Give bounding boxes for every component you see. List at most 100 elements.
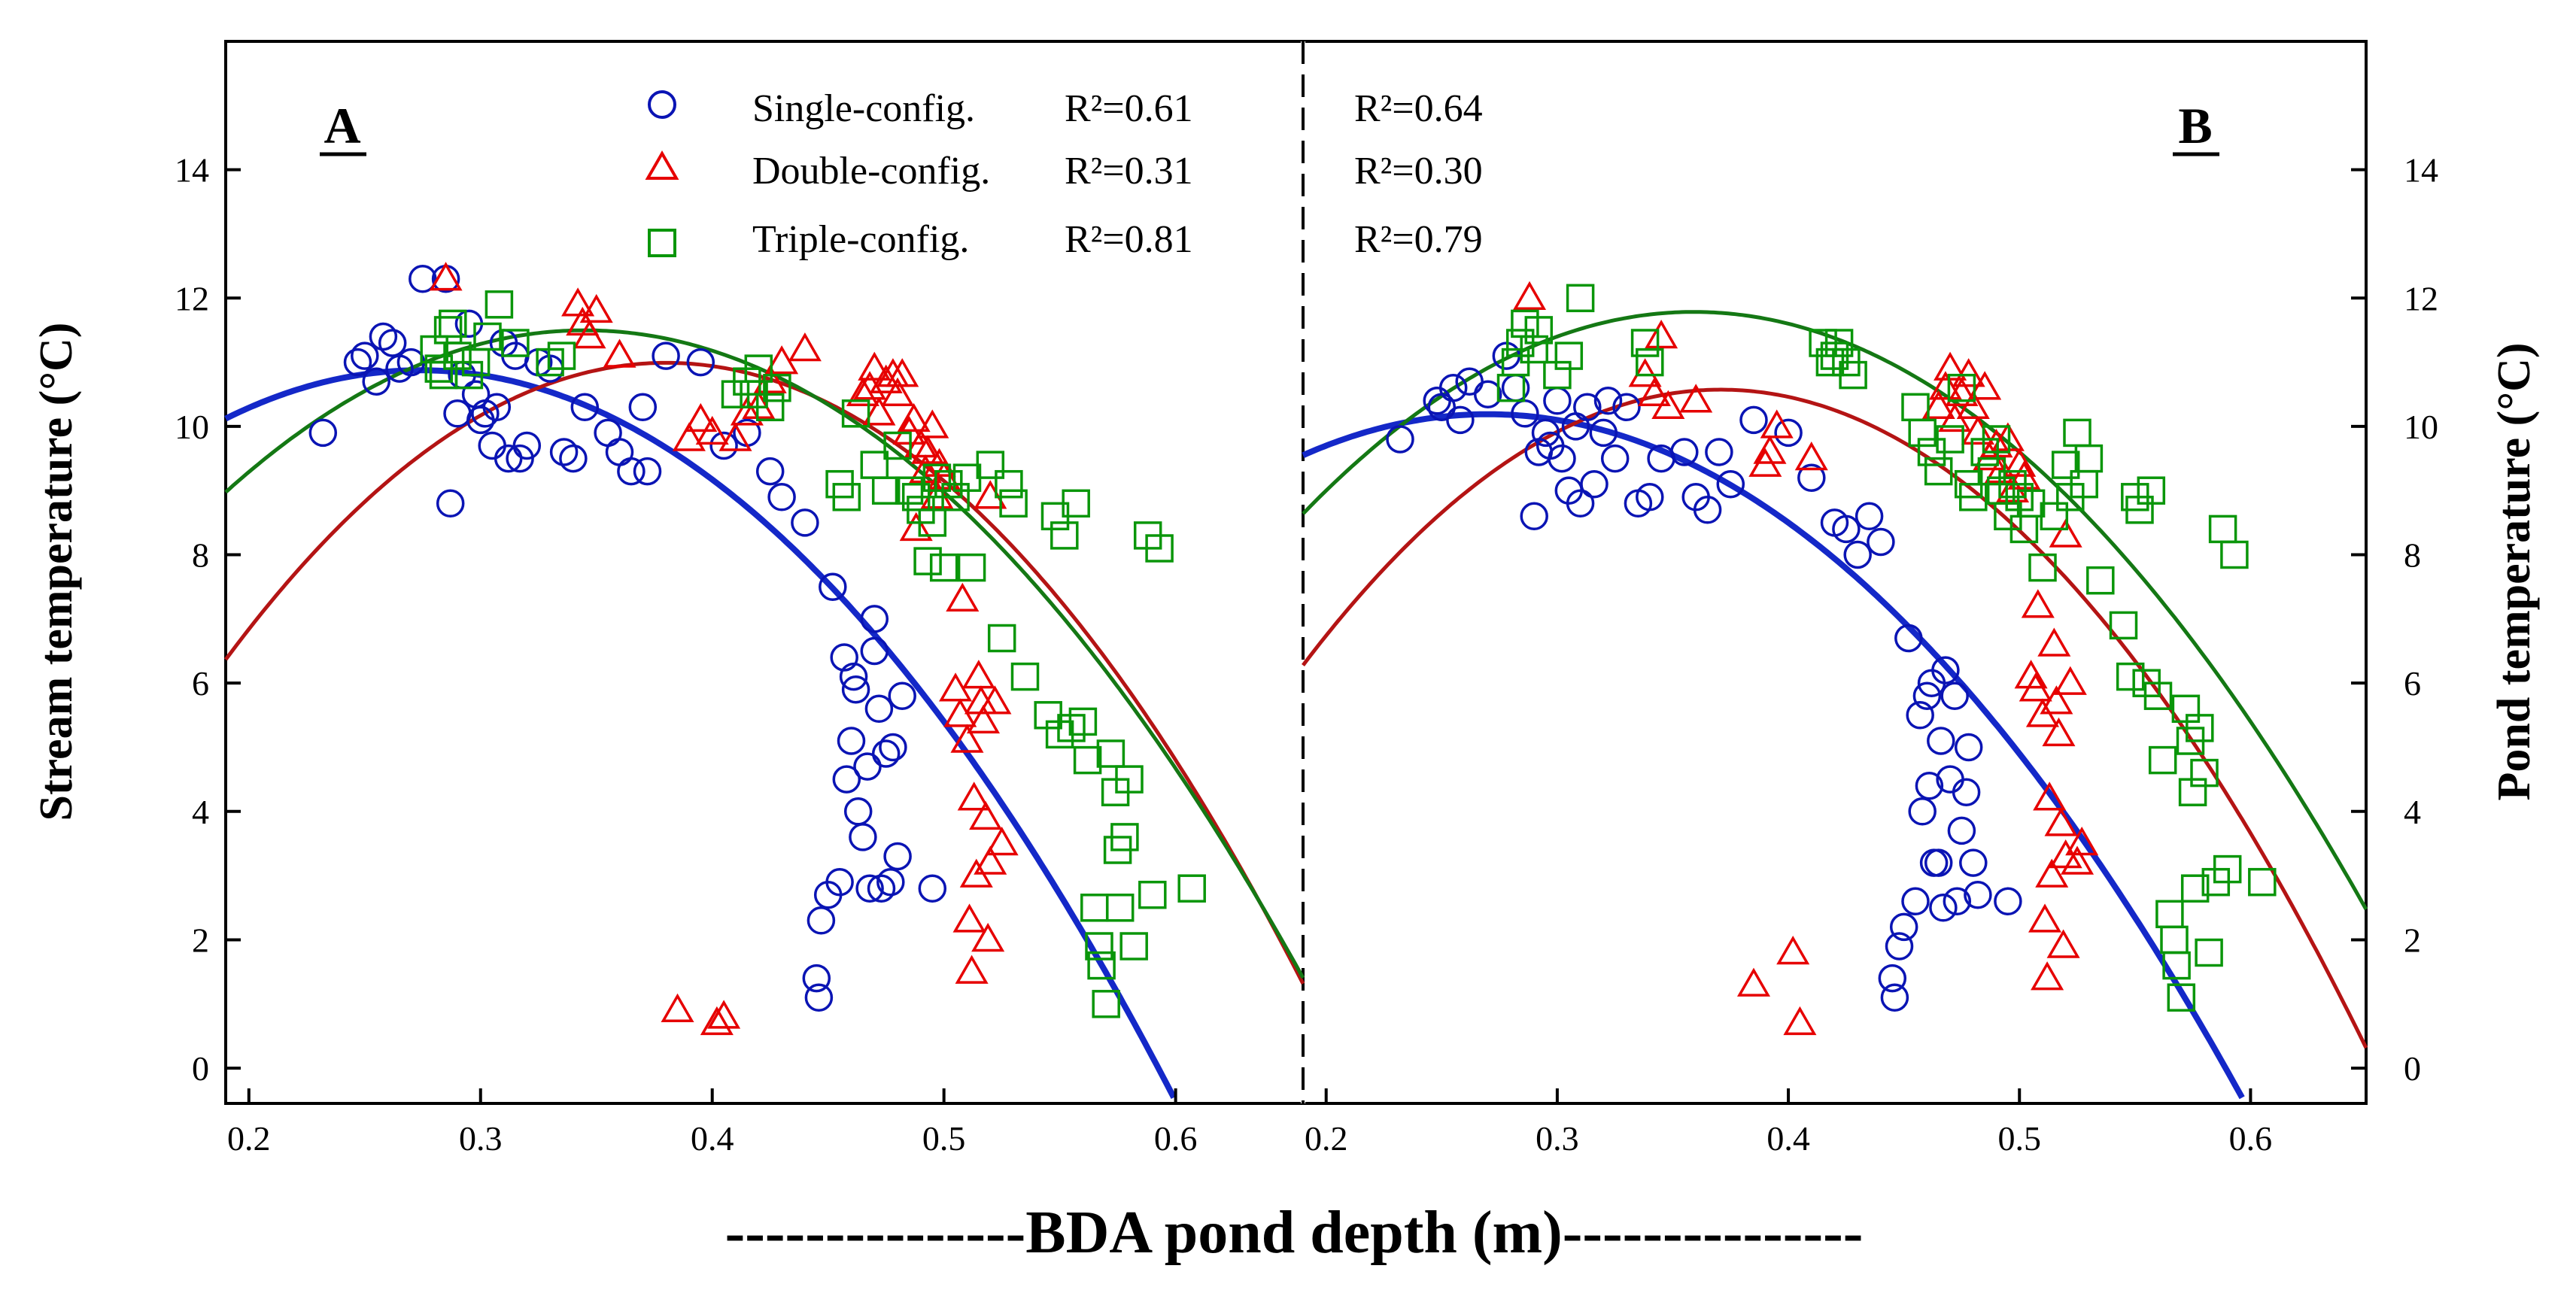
data-point-single xyxy=(570,393,600,422)
data-point-double xyxy=(1961,415,1994,445)
data-point-triple xyxy=(1068,707,1098,736)
data-point-single xyxy=(841,675,870,704)
data-point-double xyxy=(1651,390,1685,420)
data-point-triple xyxy=(976,451,1005,479)
x-tick-label-b: 0.6 xyxy=(2229,1119,2273,1158)
data-point-single xyxy=(767,483,796,511)
data-point-single xyxy=(1947,816,1976,845)
data-point-single xyxy=(1438,373,1468,402)
data-point-double xyxy=(1679,384,1713,413)
data-point-single xyxy=(369,322,398,351)
data-point-triple xyxy=(1947,373,1976,402)
data-point-single xyxy=(837,727,866,755)
data-point-single xyxy=(549,438,579,466)
data-point-double xyxy=(579,293,613,323)
data-point-double xyxy=(978,685,1012,715)
data-point-single xyxy=(1593,387,1623,415)
data-point-triple xyxy=(2109,611,2138,640)
data-point-triple xyxy=(1145,534,1174,563)
data-point-triple xyxy=(1520,335,1548,364)
data-point-double xyxy=(911,435,945,464)
legend-marker-double xyxy=(645,150,679,180)
data-point-single xyxy=(839,662,868,691)
data-point-double xyxy=(661,993,694,1023)
data-point-double xyxy=(2021,589,2055,618)
data-point-triple xyxy=(999,489,1028,518)
y-tick-label-b: 2 xyxy=(2404,921,2421,959)
data-point-triple xyxy=(995,469,1023,499)
data-point-single xyxy=(1929,894,1958,922)
data-point-triple xyxy=(1062,489,1090,518)
y-tick-label-a: 12 xyxy=(175,279,209,317)
data-point-single xyxy=(1927,727,1955,755)
data-point-single xyxy=(867,874,896,903)
data-point-single xyxy=(1855,502,1884,531)
data-point-double xyxy=(1783,1006,1817,1036)
data-point-single xyxy=(1739,405,1768,435)
y-tick-label-a: 2 xyxy=(192,921,209,959)
data-point-double xyxy=(1736,967,1771,997)
data-point-single xyxy=(853,752,882,781)
panel-b-axes: 0.2 0.3 0.4 0.5 0.6 0 2 4 6 8 10 12 14 xyxy=(1305,151,2438,1158)
data-point-single xyxy=(1931,656,1960,684)
data-point-single xyxy=(1716,469,1745,499)
data-point-triple xyxy=(485,290,514,319)
y-tick-label-b: 12 xyxy=(2404,279,2438,317)
data-point-triple xyxy=(2028,553,2057,582)
data-point-double xyxy=(573,319,606,349)
data-point-double xyxy=(2040,685,2073,715)
data-point-single xyxy=(559,444,588,473)
data-point-double xyxy=(897,402,931,432)
data-point-double xyxy=(1637,377,1671,406)
data-point-single xyxy=(308,418,338,448)
y-axis-title-right: Pond temperature (°C) xyxy=(2489,342,2540,800)
data-point-single xyxy=(1520,502,1548,531)
data-point-triple xyxy=(1110,823,1139,851)
data-point-single xyxy=(879,733,907,762)
data-point-single xyxy=(686,347,715,377)
data-point-double xyxy=(904,428,937,458)
data-point-double xyxy=(1952,358,1985,387)
legend-r2-triple: R²=0.81 xyxy=(1065,218,1193,261)
data-point-single xyxy=(819,572,847,601)
data-point-triple xyxy=(1524,316,1554,344)
x-axis-title: ---------------BDA pond depth (m)-------… xyxy=(725,1200,1864,1266)
data-point-triple xyxy=(832,483,861,511)
data-point-double xyxy=(707,1000,741,1029)
data-point-single xyxy=(1994,887,2022,916)
y-tick-label-b: 10 xyxy=(2404,408,2438,446)
y-tick-label-b: 14 xyxy=(2404,151,2438,190)
data-point-single xyxy=(871,739,901,768)
data-point-triple xyxy=(2143,681,2173,710)
data-point-double xyxy=(957,781,991,811)
panel-a-data-points xyxy=(308,262,1206,1036)
data-point-single xyxy=(1612,393,1641,422)
x-tick-label-a: 0.5 xyxy=(922,1119,966,1158)
data-point-triple xyxy=(957,553,986,582)
panel-b-r2-double: R²=0.30 xyxy=(1354,150,1483,193)
data-point-double xyxy=(2061,845,2095,875)
data-point-single xyxy=(633,457,662,486)
data-point-double xyxy=(2035,858,2069,888)
data-point-triple xyxy=(1924,457,1953,486)
data-point-double xyxy=(966,704,1001,734)
data-point-single xyxy=(1670,438,1699,466)
y-tick-label-a: 4 xyxy=(192,793,209,831)
y-tick-label-a: 10 xyxy=(175,408,209,446)
data-point-triple xyxy=(1177,874,1206,903)
data-point-single xyxy=(832,765,861,794)
data-point-double xyxy=(730,396,764,426)
data-point-double xyxy=(1945,377,1979,406)
data-point-single xyxy=(825,867,854,897)
legend-label-triple: Triple-config. xyxy=(752,218,969,261)
data-point-double xyxy=(1956,390,1990,420)
data-point-single xyxy=(1843,540,1872,569)
data-point-double xyxy=(2033,781,2067,811)
data-point-triple xyxy=(929,553,958,582)
data-point-single xyxy=(1566,489,1595,518)
data-point-triple xyxy=(2137,476,2166,505)
data-point-triple xyxy=(913,547,942,575)
data-point-single xyxy=(1894,624,1923,653)
data-point-double xyxy=(2028,903,2062,933)
